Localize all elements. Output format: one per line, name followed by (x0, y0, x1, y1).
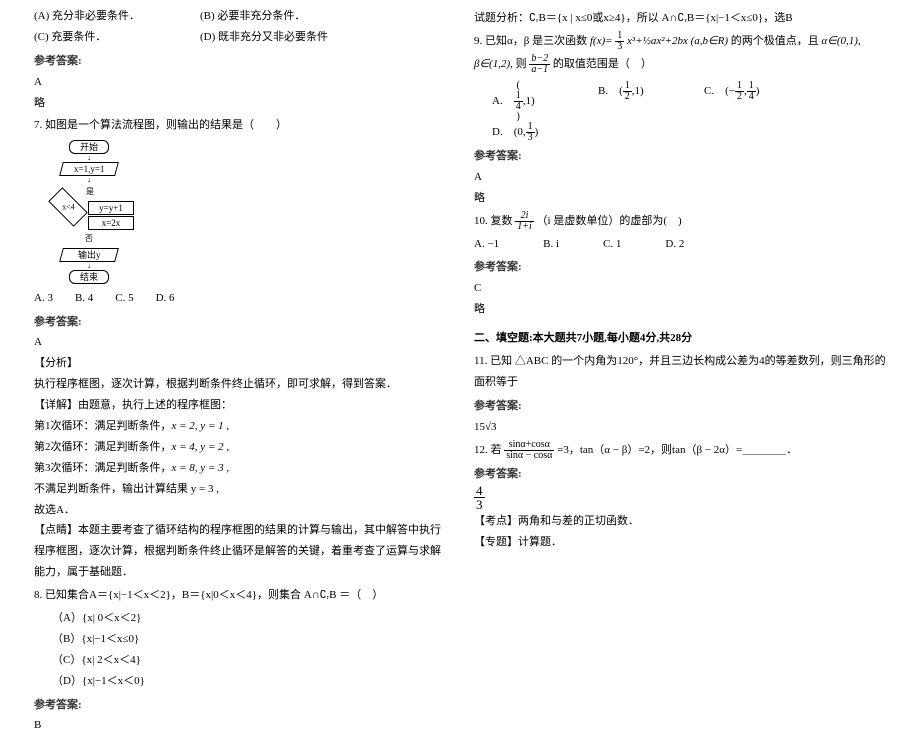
q9-opt-a: A. (14),1) (492, 81, 582, 122)
fc-step1: y=y+1 (88, 201, 134, 215)
q9-line2: β∈(1,2), 则 b−2a−1 的取值范围是（ ） (474, 54, 886, 75)
q9-answer: A (474, 167, 886, 188)
q7-xiangjie: 【详解】由题意，执行上述的程序框图： (34, 395, 446, 416)
q10-answer: C (474, 278, 886, 299)
q7-step3: 第3次循环：满足判断条件，x = 8, y = 3 , (34, 458, 446, 479)
q12-zhuanti: 【专题】计算题． (474, 532, 886, 553)
q8-answer-label: 参考答案: (34, 695, 446, 716)
q6-lue: 略 (34, 93, 446, 114)
fc-yes: 是 (86, 187, 94, 196)
q7-answer: A (34, 332, 446, 353)
q9-opt-c: C. (−12,14) (704, 81, 794, 122)
q7-step2: 第2次循环：满足判断条件，x = 4, y = 2 , (34, 437, 446, 458)
fc-no: 否 (44, 231, 134, 246)
q8-answer: B (34, 715, 446, 736)
q7-fenxi: 【分析】 (34, 353, 446, 374)
fc-init: x=1,y=1 (59, 162, 119, 176)
q8-opt-d: （D）{x|−1＜x＜0} (52, 671, 202, 692)
q7-answer-label: 参考答案: (34, 312, 446, 333)
arrow-icon: ↓ (44, 155, 134, 161)
q6-opt-c: (C) 充要条件． (34, 27, 184, 48)
q7-text: 7. 如图是一个算法流程图，则输出的结果是（ ） (34, 115, 446, 136)
section-2-heading: 二、填空题:本大题共7小题,每小题4分,共28分 (474, 328, 886, 349)
q6-opt-a: (A) 充分非必要条件． (34, 6, 184, 27)
q8-text: 8. 已知集合A＝{x|−1＜x＜2}，B＝{x|0＜x＜4}，则集合 A∩∁ᵣ… (34, 585, 446, 606)
q10-options: A. −1 B. i C. 1 D. 2 (474, 234, 886, 255)
q7-fenxi-text: 执行程序框图，逐次计算，根据判断条件终止循环，即可求解，得到答案． (34, 374, 446, 395)
q11-answer-label: 参考答案: (474, 396, 886, 417)
arrow-icon: ↓ (44, 263, 134, 269)
q7-step1: 第1次循环：满足判断条件，x = 2, y = 1 , (34, 416, 446, 437)
flowchart: 开始 ↓ x=1,y=1 ↓ x<4 是 y=y+1 x=2x 否 输出y ↓ … (44, 140, 134, 283)
q9-lue: 略 (474, 188, 886, 209)
q9-fx: f(x)= (590, 35, 613, 47)
q8-opt-b: （B）{x|−1＜x≤0} (52, 629, 202, 650)
q9-text: 9. 已知α，β 是三次函数 f(x)= 13 x³+½ax²+2bx (a,b… (474, 31, 886, 52)
q8-options-row1: （A）{x| 0＜x＜2} （B）{x|−1＜x≤0} (34, 608, 446, 650)
q7-dianjing: 【点睛】本题主要考查了循环结构的程序框图的结果的计算与输出，其中解答中执行程序框… (34, 520, 446, 583)
q7-step-end: 不满足判断条件，输出计算结果 y = 3 , (34, 479, 446, 500)
q9-answer-label: 参考答案: (474, 146, 886, 167)
q6-options: (A) 充分非必要条件． (B) 必要非充分条件． (34, 6, 446, 27)
q9-function: x³+½ax²+2bx (a,b∈R) (627, 35, 728, 47)
q12-text: 12. 若 sinα+cosαsinα − cosα =3，tan（α − β）… (474, 440, 886, 461)
q11-text: 11. 已知 △ABC 的一个内角为120°，并且三边长构成公差为4的等差数列，… (474, 351, 886, 393)
q9-opt-b: B. (12,1) (598, 81, 688, 122)
q12-answer-label: 参考答案: (474, 464, 886, 485)
q8-options-row2: （C）{x| 2＜x＜4} （D）{x|−1＜x＜0} (34, 650, 446, 692)
fc-step2: x=2x (88, 216, 134, 230)
q10-text: 10. 复数 2i1+i （i 是虚数单位）的虚部为( ) (474, 211, 886, 232)
q6-answer: A (34, 72, 446, 93)
fc-cond: x<4 (48, 188, 88, 228)
q7-options: A. 3 B. 4 C. 5 D. 6 (34, 288, 446, 309)
q7-guxuan: 故选A． (34, 500, 446, 521)
fc-start: 开始 (69, 140, 109, 154)
q6-opt-d: (D) 既非充分又非必要条件 (200, 27, 350, 48)
q8-opt-c: （C）{x| 2＜x＜4} (52, 650, 272, 671)
q10-answer-label: 参考答案: (474, 257, 886, 278)
q8-opt-a: （A）{x| 0＜x＜2} (52, 608, 272, 629)
q6-opt-b: (B) 必要非充分条件． (200, 6, 350, 27)
q11-answer: 15√3 (474, 417, 886, 438)
q6-answer-label: 参考答案: (34, 51, 446, 72)
q8-explanation: 试题分析：∁ᵣB＝{x | x≤0或x≥4}，所以 A∩∁ᵣB＝{x|−1＜x≤… (474, 8, 886, 29)
q10-lue: 略 (474, 299, 886, 320)
q6-options-2: (C) 充要条件． (D) 既非充分又非必要条件 (34, 27, 446, 48)
fc-out: 输出y (59, 248, 119, 262)
q12-kaodian: 【考点】两角和与差的正切函数． (474, 511, 886, 532)
fc-end: 结束 (69, 270, 109, 284)
q12-answer: 43 (474, 484, 886, 511)
q9-options: A. (14),1) B. (12,1) C. (−12,14) D. (0,1… (474, 81, 886, 143)
q9-opt-d: D. (0,13) (492, 122, 572, 143)
